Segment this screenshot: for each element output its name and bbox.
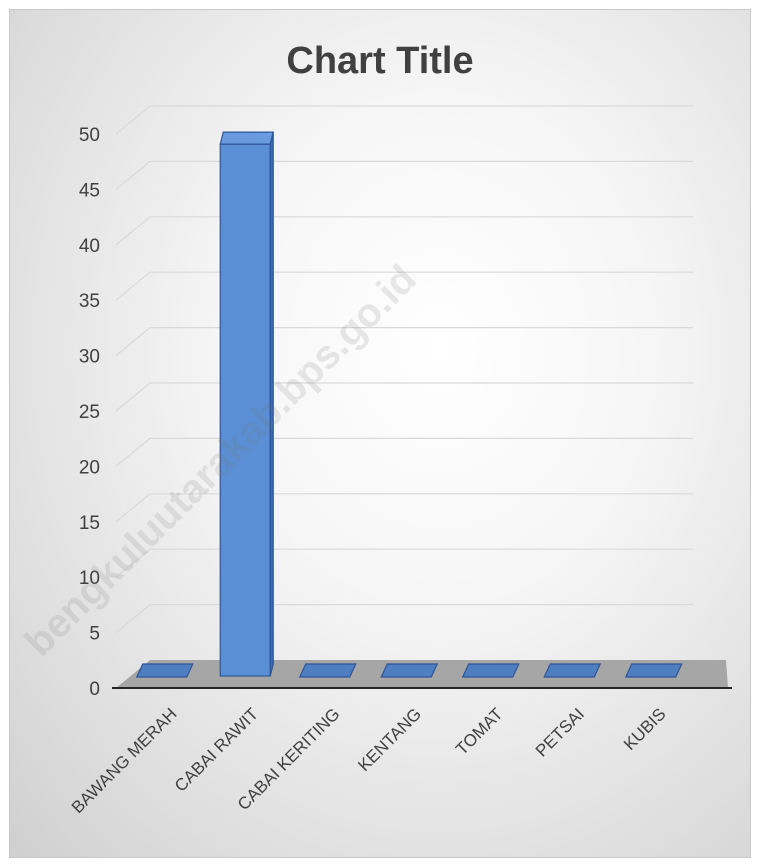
y-tick-label: 50 [79, 125, 100, 146]
gridline-side [115, 548, 151, 578]
x-tick-label: PETSAI [532, 704, 588, 760]
gridline-side [115, 493, 151, 523]
bar-flat [135, 663, 194, 678]
bar-top [219, 131, 275, 145]
bar [219, 131, 275, 677]
gridline-side [115, 327, 151, 357]
x-tick-label: TOMAT [452, 704, 506, 758]
gridline-side [115, 604, 151, 634]
bar [624, 663, 683, 678]
x-tick-label: KENTANG [354, 704, 425, 775]
bar-flat [624, 663, 683, 678]
gridline-side [115, 271, 151, 301]
chart-title: Chart Title [286, 40, 474, 82]
bar-flat [543, 663, 602, 678]
bar-front [219, 143, 271, 677]
bar [380, 663, 439, 678]
bar [135, 663, 194, 678]
bar [461, 663, 520, 678]
y-tick-label: 30 [79, 347, 100, 368]
y-tick-label: 0 [89, 679, 100, 700]
y-tick-label: 45 [79, 180, 100, 201]
bar-flat [380, 663, 439, 678]
y-tick-label: 10 [79, 568, 100, 589]
gridline-side [115, 216, 151, 246]
gridline-side [115, 382, 151, 412]
x-tick-label: BAWANG MERAH [68, 704, 181, 817]
gridline-side [115, 105, 151, 135]
y-tick-label: 35 [79, 291, 100, 312]
y-tick-label: 20 [79, 457, 100, 478]
gridline-side [115, 160, 151, 190]
x-tick-label: KUBIS [620, 704, 670, 754]
chart-area [9, 9, 751, 858]
bar-flat [298, 663, 357, 678]
bar [298, 663, 357, 678]
y-tick-label: 15 [79, 513, 100, 534]
y-tick-label: 40 [79, 236, 100, 257]
y-tick-label: 5 [89, 624, 100, 645]
x-tick-label: CABAI RAWIT [171, 704, 262, 795]
bar [543, 663, 602, 678]
bar-side [269, 132, 274, 677]
y-tick-label: 25 [79, 402, 100, 423]
gridline-side [115, 437, 151, 467]
bar-flat [461, 663, 520, 678]
